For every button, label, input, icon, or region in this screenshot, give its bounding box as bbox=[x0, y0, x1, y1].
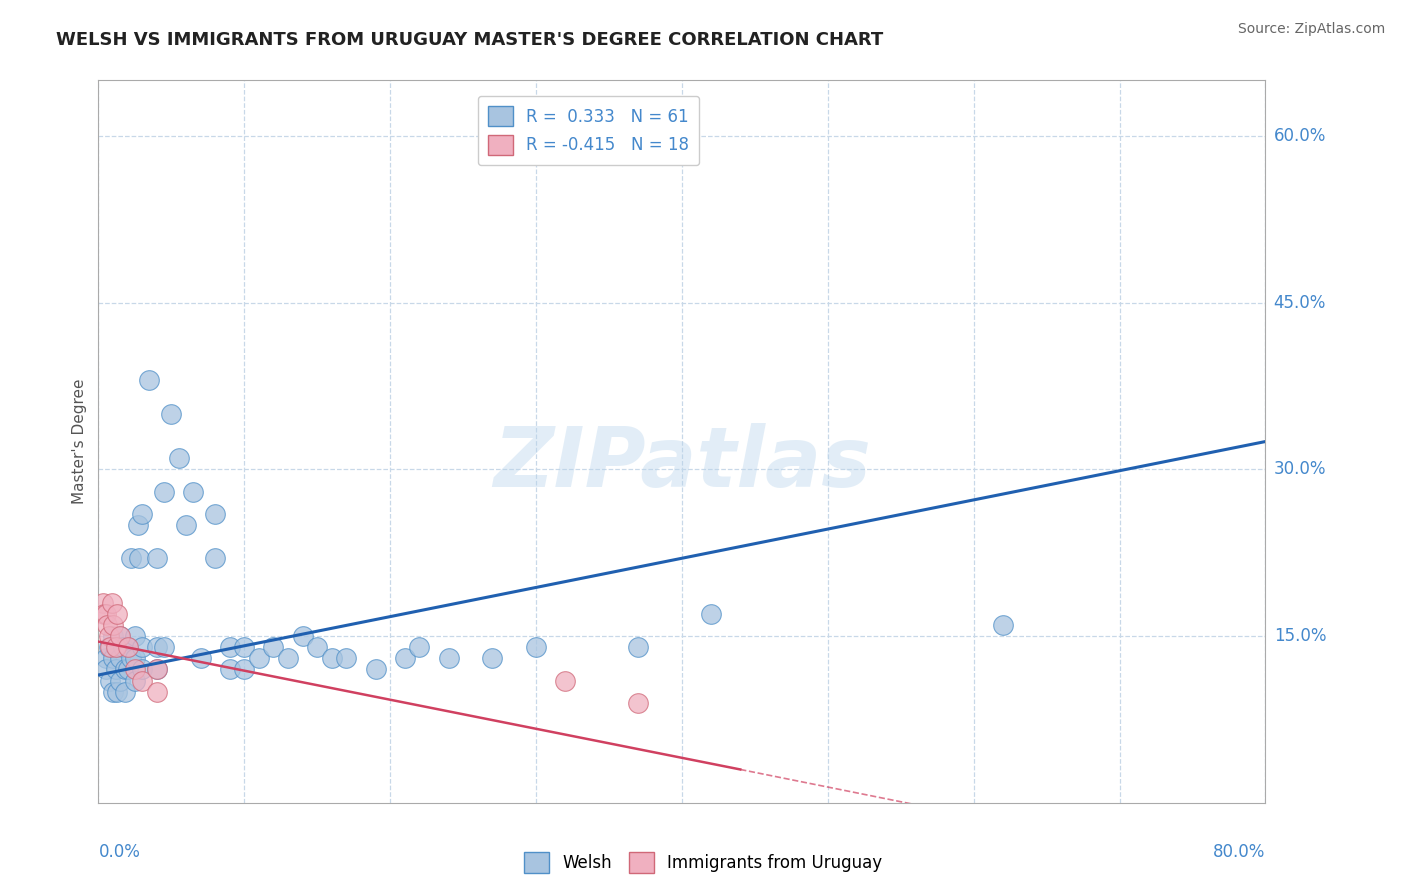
Point bbox=[408, 640, 430, 655]
Point bbox=[218, 662, 240, 676]
Point bbox=[146, 551, 169, 566]
Point bbox=[120, 551, 142, 566]
Point bbox=[110, 651, 132, 665]
Point bbox=[110, 629, 132, 643]
Point bbox=[277, 651, 299, 665]
Point bbox=[131, 507, 153, 521]
Point bbox=[627, 696, 650, 710]
Point bbox=[364, 662, 387, 676]
Text: 80.0%: 80.0% bbox=[1213, 843, 1265, 861]
Point bbox=[394, 651, 416, 665]
Point bbox=[104, 640, 127, 655]
Text: 15.0%: 15.0% bbox=[1274, 627, 1326, 645]
Point bbox=[97, 629, 120, 643]
Point bbox=[117, 640, 139, 655]
Point bbox=[104, 662, 127, 676]
Point bbox=[247, 651, 270, 665]
Point bbox=[94, 607, 117, 621]
Point bbox=[181, 484, 204, 499]
Point bbox=[93, 607, 115, 621]
Text: WELSH VS IMMIGRANTS FROM URUGUAY MASTER'S DEGREE CORRELATION CHART: WELSH VS IMMIGRANTS FROM URUGUAY MASTER'… bbox=[56, 31, 883, 49]
Point bbox=[627, 640, 650, 655]
Point bbox=[218, 640, 240, 655]
Point bbox=[101, 618, 124, 632]
Point bbox=[94, 662, 117, 676]
Text: 60.0%: 60.0% bbox=[1274, 127, 1326, 145]
Point bbox=[233, 640, 256, 655]
Point bbox=[97, 640, 120, 655]
Point bbox=[437, 651, 460, 665]
Y-axis label: Master's Degree: Master's Degree bbox=[72, 379, 87, 504]
Point bbox=[233, 662, 256, 676]
Point bbox=[104, 640, 127, 655]
Point bbox=[131, 673, 153, 688]
Point bbox=[321, 651, 343, 665]
Point bbox=[101, 629, 124, 643]
Point bbox=[335, 651, 357, 665]
Point bbox=[146, 662, 169, 676]
Point bbox=[160, 407, 183, 421]
Point bbox=[131, 662, 153, 676]
Point bbox=[291, 629, 314, 643]
Point bbox=[91, 596, 114, 610]
Point bbox=[117, 640, 139, 655]
Legend: R =  0.333   N = 61, R = -0.415   N = 18: R = 0.333 N = 61, R = -0.415 N = 18 bbox=[478, 95, 699, 165]
Point bbox=[94, 651, 117, 665]
Point bbox=[110, 629, 132, 643]
Point bbox=[554, 673, 576, 688]
Point bbox=[131, 640, 153, 655]
Point bbox=[991, 618, 1014, 632]
Point bbox=[127, 517, 149, 532]
Point bbox=[105, 607, 128, 621]
Point bbox=[117, 662, 139, 676]
Point bbox=[146, 684, 169, 698]
Point bbox=[124, 651, 146, 665]
Point bbox=[146, 662, 169, 676]
Point bbox=[124, 629, 146, 643]
Point bbox=[105, 684, 128, 698]
Point bbox=[190, 651, 212, 665]
Point bbox=[700, 607, 723, 621]
Point bbox=[167, 451, 190, 466]
Point bbox=[96, 618, 118, 632]
Point bbox=[112, 640, 135, 655]
Point bbox=[124, 662, 146, 676]
Point bbox=[128, 551, 150, 566]
Point bbox=[114, 662, 136, 676]
Point bbox=[101, 651, 124, 665]
Text: 30.0%: 30.0% bbox=[1274, 460, 1326, 478]
Point bbox=[114, 684, 136, 698]
Point bbox=[262, 640, 284, 655]
Point bbox=[120, 651, 142, 665]
Point bbox=[98, 640, 121, 655]
Legend: Welsh, Immigrants from Uruguay: Welsh, Immigrants from Uruguay bbox=[517, 846, 889, 880]
Point bbox=[174, 517, 197, 532]
Text: ZIPatlas: ZIPatlas bbox=[494, 423, 870, 504]
Point bbox=[146, 640, 169, 655]
Point bbox=[153, 484, 176, 499]
Point bbox=[524, 640, 547, 655]
Point bbox=[101, 684, 124, 698]
Text: 0.0%: 0.0% bbox=[98, 843, 141, 861]
Point bbox=[153, 640, 176, 655]
Text: Source: ZipAtlas.com: Source: ZipAtlas.com bbox=[1237, 22, 1385, 37]
Point bbox=[204, 551, 226, 566]
Point bbox=[100, 596, 122, 610]
Point bbox=[204, 507, 226, 521]
Point bbox=[481, 651, 503, 665]
Text: 45.0%: 45.0% bbox=[1274, 293, 1326, 311]
Point bbox=[110, 673, 132, 688]
Point bbox=[98, 673, 121, 688]
Point bbox=[138, 373, 160, 387]
Point bbox=[307, 640, 329, 655]
Point bbox=[124, 673, 146, 688]
